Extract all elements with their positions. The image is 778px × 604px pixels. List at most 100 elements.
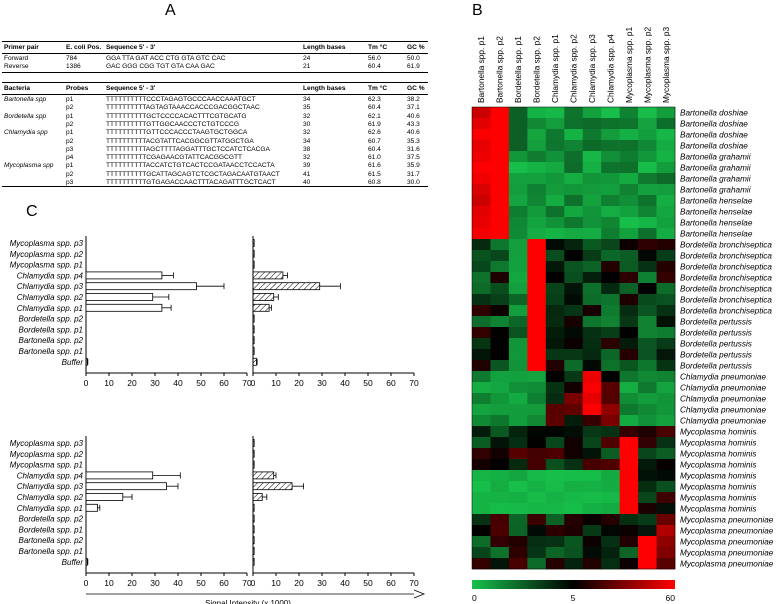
heatmap-cell xyxy=(490,283,510,295)
category-label: Chlamydia spp. p4 xyxy=(17,271,84,280)
heatmap-cell xyxy=(472,118,491,130)
heatmap-cell xyxy=(545,162,565,174)
heatmap-cell xyxy=(490,294,510,306)
heatmap-cell xyxy=(619,492,639,504)
table-cell: Chlamydia spp xyxy=(4,129,48,137)
heatmap-row-label: Mycoplasma hominis xyxy=(680,461,756,470)
heatmap-row-label: Mycoplasma hominis xyxy=(680,483,756,492)
heatmap-cell xyxy=(656,173,676,185)
table-cell: TTTTTTTTTTCGAGAACGTATTCACGGCGTT xyxy=(106,154,243,162)
heatmap-cell xyxy=(638,261,657,273)
heatmap-cell xyxy=(508,151,528,163)
heatmap-cell xyxy=(508,118,528,130)
heatmap-cell xyxy=(472,492,491,504)
table-cell: 38.2 xyxy=(407,96,420,103)
heatmap-cell xyxy=(527,470,547,482)
heatmap-cell xyxy=(564,349,584,361)
heatmap-cell xyxy=(638,228,657,240)
heatmap-cell xyxy=(582,481,602,493)
heatmap-cell xyxy=(601,393,620,405)
heatmap-cell xyxy=(601,371,620,383)
table-cell: 60.7 xyxy=(368,137,381,145)
table-cell: Bordetella spp xyxy=(4,112,47,120)
heatmap-cell xyxy=(508,261,528,273)
heatmap-row-label: Bordetella bronchiseptica xyxy=(680,241,772,250)
heatmap-cell xyxy=(545,261,565,273)
heatmap-cell xyxy=(601,294,620,306)
heatmap-cell xyxy=(656,239,676,251)
heatmap-cell xyxy=(527,525,547,537)
table-header-cell: Bacteria xyxy=(4,85,31,92)
heatmap-cell xyxy=(638,206,657,218)
heatmap-cell xyxy=(582,294,602,306)
x-tick-label: 50 xyxy=(363,578,373,588)
x-tick-label: 50 xyxy=(196,578,206,588)
heatmap-cell xyxy=(638,250,657,262)
heatmap-cell xyxy=(527,371,547,383)
category-label: Bordetella spp. p2 xyxy=(19,515,84,524)
heatmap-row-label: Bartonella henselae xyxy=(680,230,753,239)
heatmap-cell xyxy=(508,360,528,372)
heatmap-cell xyxy=(564,217,584,229)
heatmap-cell xyxy=(564,118,584,130)
heatmap-row-label: Bartonella doshiae xyxy=(680,120,748,129)
bar xyxy=(85,282,197,291)
heatmap-cell xyxy=(564,327,584,339)
table-cell: 24 xyxy=(303,55,311,62)
table-cell: 40 xyxy=(303,179,311,186)
heatmap-cell xyxy=(619,151,639,163)
heatmap-cell xyxy=(472,338,491,350)
table-cell: 43.3 xyxy=(407,120,420,128)
heatmap-cell xyxy=(545,239,565,251)
x-tick-label: 20 xyxy=(127,578,137,588)
heatmap-cell xyxy=(508,371,528,383)
heatmap-cell xyxy=(564,536,584,548)
heatmap-cell xyxy=(545,250,565,262)
heatmap-cell xyxy=(619,536,639,548)
heatmap-cell xyxy=(656,503,676,515)
heatmap-cell xyxy=(527,283,547,295)
heatmap-cell xyxy=(472,558,491,570)
category-label: Bordetella spp. p1 xyxy=(19,325,84,334)
heatmap-cell xyxy=(601,217,620,229)
heatmap-cell xyxy=(545,228,565,240)
heatmap-cell xyxy=(582,250,602,262)
heatmap-cell xyxy=(638,294,657,306)
heatmap-column-label: Mycoplasma spp. p3 xyxy=(661,27,671,103)
heatmap-cell xyxy=(601,305,620,317)
heatmap-cell xyxy=(564,283,584,295)
heatmap-cell xyxy=(490,514,510,526)
x-tick-label: 20 xyxy=(127,378,137,388)
heatmap-cell xyxy=(582,393,602,405)
heatmap-cell xyxy=(508,294,528,306)
heatmap-cell xyxy=(508,272,528,284)
heatmap-cell xyxy=(601,470,620,482)
heatmap-cell xyxy=(472,459,491,471)
heatmap-cell xyxy=(472,250,491,262)
table-header-cell: Length bases xyxy=(303,44,346,51)
heatmap-cell xyxy=(619,206,639,218)
heatmap-row-label: Bordetella pertussis xyxy=(680,318,752,327)
heatmap-cell xyxy=(527,294,547,306)
heatmap-cell xyxy=(656,283,676,295)
heatmap-cell xyxy=(582,283,602,295)
heatmap-column-label: Bordetella spp. p1 xyxy=(513,36,523,103)
heatmap-row-label: Bordetella pertussis xyxy=(680,340,752,349)
heatmap-cell xyxy=(527,503,547,515)
heatmap-cell xyxy=(490,382,510,394)
heatmap-cell xyxy=(564,393,584,405)
heatmap-cell xyxy=(564,382,584,394)
heatmap-cell xyxy=(656,272,676,284)
heatmap-cell xyxy=(638,448,657,460)
heatmap-row-label: Bordetella pertussis xyxy=(680,329,752,338)
heatmap-cell xyxy=(527,327,547,339)
x-tick-label: 50 xyxy=(196,378,206,388)
heatmap-cell xyxy=(656,316,676,328)
heatmap-cell xyxy=(564,525,584,537)
heatmap-cell xyxy=(638,107,657,119)
heatmap-border xyxy=(471,106,676,570)
x-tick-label: 0 xyxy=(251,378,256,388)
table-cell: p4 xyxy=(66,154,74,162)
heatmap-cell xyxy=(490,426,510,438)
heatmap-cell xyxy=(619,404,639,416)
